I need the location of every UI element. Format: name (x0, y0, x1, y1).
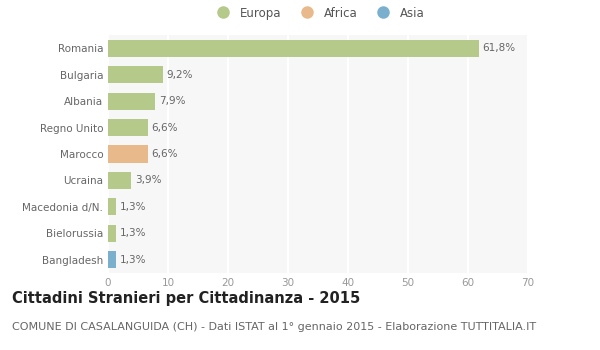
Text: 1,3%: 1,3% (119, 202, 146, 212)
Text: 3,9%: 3,9% (135, 175, 161, 186)
Bar (108, 66, 163, 83)
Bar (108, 40, 479, 57)
Text: COMUNE DI CASALANGUIDA (CH) - Dati ISTAT al 1° gennaio 2015 - Elaborazione TUTTI: COMUNE DI CASALANGUIDA (CH) - Dati ISTAT… (12, 322, 536, 332)
Bar (108, 225, 116, 242)
Text: 6,6%: 6,6% (151, 122, 178, 133)
Text: Cittadini Stranieri per Cittadinanza - 2015: Cittadini Stranieri per Cittadinanza - 2… (12, 290, 360, 306)
Text: 6,6%: 6,6% (151, 149, 178, 159)
Bar (108, 198, 116, 216)
Text: 7,9%: 7,9% (159, 96, 185, 106)
Bar (108, 92, 155, 110)
Bar (108, 251, 116, 268)
Bar (108, 119, 148, 136)
Legend: Europa, Africa, Asia: Europa, Africa, Asia (206, 2, 430, 24)
Text: 61,8%: 61,8% (482, 43, 515, 53)
Text: 1,3%: 1,3% (119, 255, 146, 265)
Text: 9,2%: 9,2% (167, 70, 193, 80)
Bar (108, 172, 131, 189)
Text: 1,3%: 1,3% (119, 228, 146, 238)
Bar (108, 145, 148, 163)
